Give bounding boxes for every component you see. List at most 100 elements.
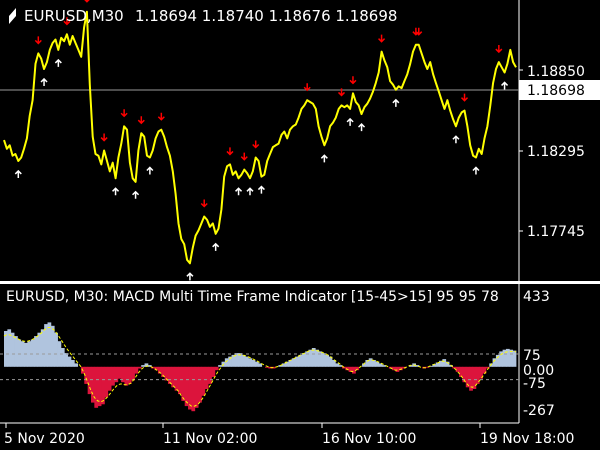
histogram-bar: [201, 366, 206, 396]
histogram-bar: [455, 366, 460, 372]
price-line: [3, 10, 517, 265]
histogram-bar: [459, 366, 463, 377]
histogram-bar: [372, 360, 376, 367]
buy-arrow-icon: [146, 166, 154, 175]
buy-arrow-icon: [212, 242, 220, 251]
histogram-bar: [258, 363, 263, 367]
histogram-bar: [228, 356, 232, 367]
histogram-bar: [442, 359, 447, 367]
histogram-bar: [435, 362, 440, 367]
buy-arrow-icon: [320, 154, 328, 163]
macd-histogram: [4, 322, 517, 412]
buy-arrow-icon: [235, 187, 243, 196]
histogram-bar: [475, 366, 480, 384]
buy-arrow-icon: [54, 58, 62, 67]
histogram-bar: [114, 366, 119, 383]
main-panel-background[interactable]: [0, 0, 519, 281]
histogram-bar: [462, 366, 467, 383]
chart-tab-icon: [9, 8, 16, 24]
histogram-bar: [137, 366, 142, 369]
histogram-bar: [311, 348, 316, 367]
histogram-bar: [495, 354, 500, 367]
histogram-bar: [254, 361, 259, 367]
main-price-panel[interactable]: EURUSD,M30 1.18694 1.18740 1.18676 1.186…: [0, 0, 600, 281]
histogram-bar: [268, 366, 273, 369]
histogram-bar: [154, 366, 159, 371]
sell-arrow-icon: [252, 140, 260, 149]
buy-arrow-icon: [246, 187, 254, 196]
histogram-bar: [141, 365, 145, 367]
histogram-bar: [101, 366, 105, 405]
histogram-bar: [328, 356, 333, 367]
histogram-bar: [445, 361, 450, 367]
histogram-bar: [24, 342, 28, 367]
histogram-bar: [167, 366, 172, 384]
histogram-bar: [362, 363, 366, 367]
histogram-bar: [184, 366, 189, 407]
sell-arrow-icon: [337, 88, 346, 97]
histogram-bar: [439, 360, 443, 367]
histogram-bar: [485, 366, 490, 369]
histogram-bar: [325, 354, 329, 367]
sell-arrow-icon: [120, 109, 128, 118]
histogram-bar: [295, 356, 299, 367]
time-tick-label: 19 Nov 18:00: [480, 431, 574, 447]
histogram-bar: [147, 365, 152, 367]
histogram-bar: [60, 348, 65, 367]
sell-arrow-icon: [226, 147, 234, 156]
price-axis[interactable]: [519, 0, 600, 281]
histogram-bar: [151, 366, 155, 369]
histogram-bar: [271, 366, 276, 369]
histogram-bar: [452, 366, 457, 369]
buy-arrow-icon: [452, 135, 460, 144]
buy-arrow-icon: [112, 187, 120, 196]
histogram-bar: [425, 366, 430, 368]
histogram-bar: [64, 353, 68, 367]
histogram-bar: [131, 366, 135, 381]
current-price-label: 1.18698: [527, 83, 585, 99]
histogram-bar: [161, 366, 166, 377]
buy-arrow-icon: [132, 190, 140, 199]
histogram-bar: [181, 366, 186, 401]
histogram-bar: [84, 366, 89, 384]
histogram-bar: [479, 366, 483, 379]
sell-arrow-icon: [34, 36, 42, 45]
histogram-bar: [4, 331, 8, 367]
histogram-bar: [285, 361, 289, 367]
macd-indicator-panel[interactable]: EURUSD, M30: MACD Multi Time Frame Indic…: [0, 284, 555, 423]
histogram-bar: [482, 366, 487, 374]
histogram-bar: [94, 366, 99, 408]
sell-arrow-icon: [84, 0, 90, 3]
histogram-bar: [97, 366, 102, 407]
histogram-bar: [505, 348, 510, 367]
histogram-bar: [291, 358, 296, 367]
current-price-badge: [519, 80, 600, 100]
histogram-bar: [318, 351, 323, 367]
histogram-bar: [241, 354, 246, 367]
histogram-bar: [178, 366, 182, 395]
histogram-bar: [164, 366, 169, 381]
histogram-bar: [415, 365, 420, 367]
histogram-bar: [308, 349, 313, 367]
histogram-bar: [124, 366, 129, 386]
histogram-bar: [472, 366, 477, 389]
time-axis[interactable]: 5 Nov 2020 11 Nov 02:00 16 Nov 10:00 19 …: [0, 422, 574, 447]
histogram-bar: [44, 324, 48, 367]
price-tick-labels: 1.18850 1.18295 1.17745: [519, 64, 585, 240]
histogram-bar: [392, 366, 396, 371]
histogram-bar: [305, 351, 309, 367]
histogram-bar: [117, 366, 122, 379]
buy-arrow-icon: [14, 169, 22, 178]
sell-arrow-icon: [495, 45, 503, 54]
histogram-bar: [395, 366, 400, 372]
histogram-bar: [134, 366, 139, 374]
time-tick-label: 16 Nov 10:00: [322, 431, 416, 447]
panel-divider[interactable]: [0, 281, 600, 284]
sell-arrow-icon: [378, 34, 386, 43]
histogram-bar: [231, 354, 236, 367]
sell-arrow-icon: [137, 116, 145, 125]
price-tick-label: 1.18295: [527, 144, 585, 160]
time-tick-label: 11 Nov 02:00: [163, 431, 257, 447]
histogram-bar: [47, 322, 52, 367]
